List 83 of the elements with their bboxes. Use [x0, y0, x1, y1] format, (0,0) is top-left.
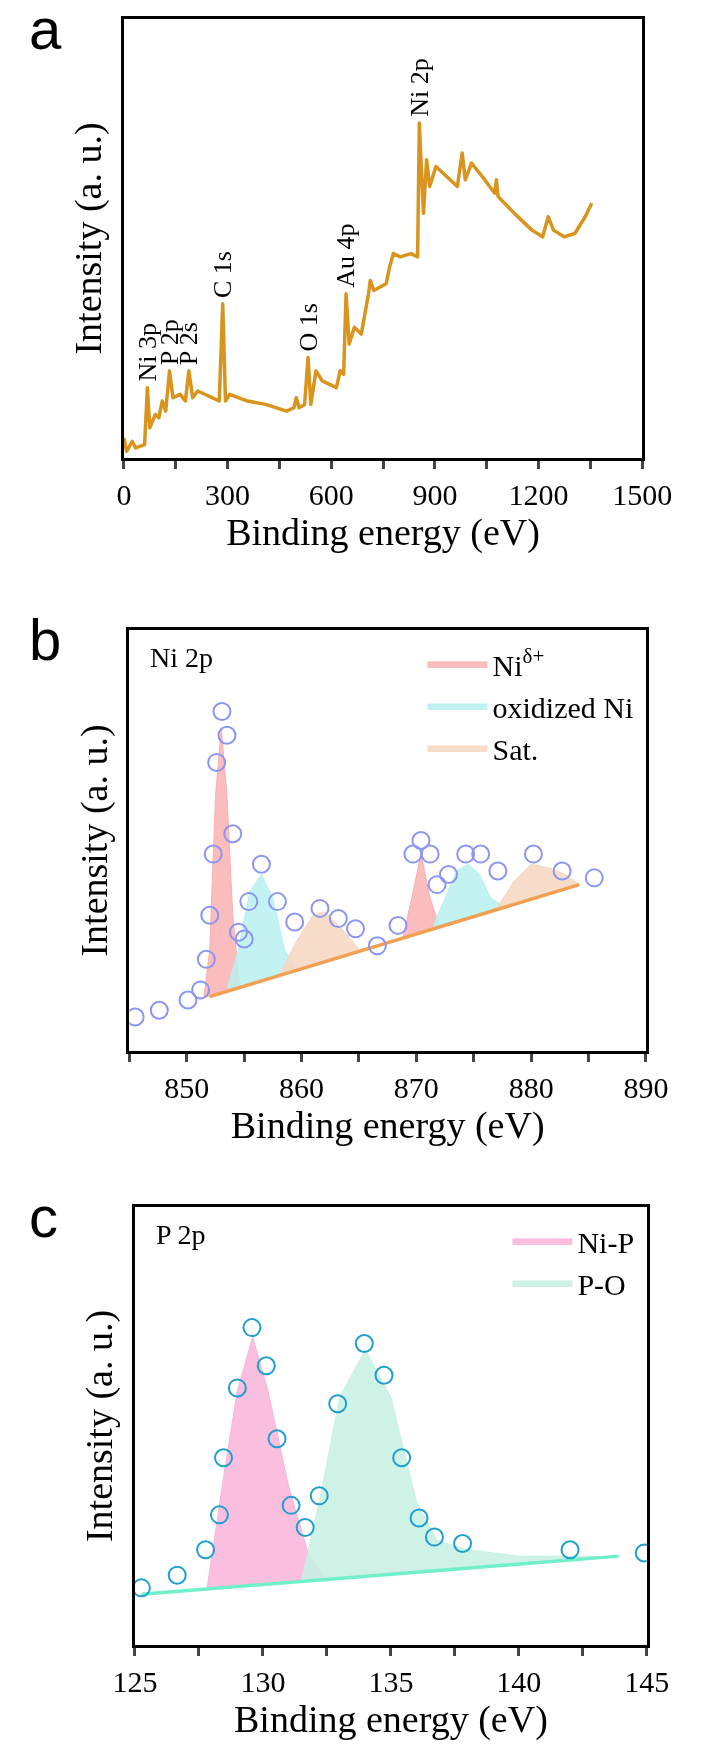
x-tick-label: 1200: [508, 478, 569, 511]
point: [227, 1378, 247, 1398]
point: [523, 844, 543, 864]
point: [295, 1518, 315, 1538]
point: [281, 1495, 301, 1515]
point: [214, 1448, 234, 1468]
point: [560, 1540, 580, 1560]
annotation: Au 4p: [331, 223, 361, 288]
x-axis-title: Binding energy (eV): [234, 1698, 548, 1741]
point: [217, 725, 237, 745]
text: P 2p: [156, 1219, 206, 1250]
y-axis-title: Intensity (a. u.): [78, 1309, 122, 1543]
x-tick-label: 140: [496, 1665, 542, 1698]
point: [285, 912, 305, 932]
point: [392, 1448, 412, 1468]
point: [149, 1000, 169, 1020]
chart-title: b: [29, 607, 62, 672]
point: [196, 1540, 216, 1560]
x-tick-label: 145: [624, 1665, 670, 1698]
annotation: C 1s: [208, 251, 238, 299]
point: [367, 936, 387, 956]
point: [178, 990, 198, 1010]
x-tick-label: 130: [240, 1665, 286, 1698]
point: [209, 1505, 229, 1525]
legend-label: Ni$^{δ+}$: [492, 644, 545, 682]
point: [411, 831, 431, 850]
point: [310, 898, 330, 918]
chart-title: c: [29, 1184, 58, 1249]
point: [409, 1508, 429, 1528]
legend-label: Ni-P: [577, 1225, 635, 1259]
x-tick-label: 135: [368, 1665, 414, 1698]
point: [268, 892, 287, 912]
y-axis-title: Intensity (a. u.): [72, 724, 116, 957]
point: [309, 1486, 329, 1506]
point: [228, 922, 248, 942]
point: [191, 980, 211, 1000]
x-tick-label: 850: [164, 1071, 210, 1104]
point: [203, 844, 223, 864]
point: [456, 844, 476, 864]
x-tick-label: 600: [308, 478, 354, 511]
x-tick-label: 860: [279, 1071, 325, 1104]
point: [439, 864, 458, 884]
point: [239, 892, 259, 912]
text: Ni 2p: [150, 642, 213, 673]
point: [374, 1365, 394, 1385]
x-axis-title: Binding energy (eV): [226, 511, 540, 554]
point: [552, 861, 572, 881]
x-tick-label: 0: [116, 478, 132, 511]
legend-label: oxidized Ni: [492, 690, 634, 724]
annotation: Ni 2p: [404, 58, 434, 117]
point: [328, 1394, 348, 1414]
point: [167, 1565, 187, 1585]
point: [207, 752, 227, 772]
legend-label: Sat.: [492, 732, 539, 766]
x-tick-label: 890: [623, 1071, 669, 1104]
x-tick-label: 900: [412, 478, 458, 511]
point: [346, 919, 366, 939]
legend-label: P-O: [577, 1267, 626, 1301]
point: [212, 701, 232, 721]
point: [471, 844, 491, 864]
point: [200, 905, 220, 925]
point: [251, 854, 271, 874]
point: [328, 909, 348, 929]
x-tick-label: 870: [393, 1071, 439, 1104]
point: [424, 1527, 444, 1547]
x-axis-title: Binding energy (eV): [230, 1104, 545, 1147]
point: [488, 861, 508, 881]
x-tick-label: 1500: [612, 478, 673, 511]
point: [267, 1429, 287, 1449]
point: [242, 1318, 262, 1338]
y-axis-title: Intensity (a. u.): [67, 122, 111, 355]
point: [453, 1533, 473, 1553]
annotation: O 1s: [293, 303, 323, 352]
point: [584, 868, 604, 888]
point: [223, 824, 243, 844]
chart-title: a: [29, 0, 62, 61]
x-tick-label: 880: [508, 1071, 554, 1104]
x-tick-label: 125: [112, 1665, 158, 1698]
point: [234, 929, 254, 949]
x-tick-label: 300: [205, 478, 251, 511]
point: [196, 949, 216, 969]
point: [256, 1356, 276, 1376]
point: [354, 1333, 374, 1353]
